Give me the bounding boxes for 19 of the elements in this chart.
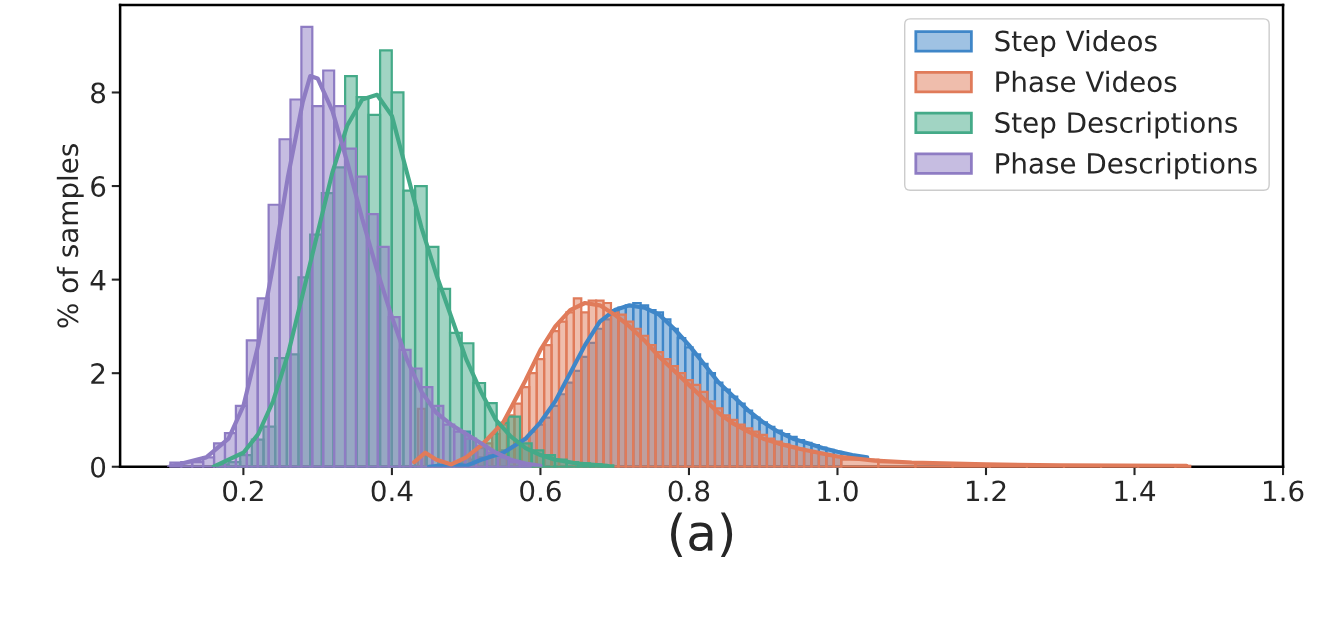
x-tick-label: 1.0 xyxy=(818,480,858,502)
legend-label: Phase Videos xyxy=(996,70,1177,93)
legend-label: Step Descriptions xyxy=(995,111,1237,139)
legend-label: Phase Descriptions xyxy=(996,152,1257,180)
x-tick-label: 0.6 xyxy=(520,480,561,502)
y-axis-title: % of samples xyxy=(56,144,84,328)
x-tick-label: 0.8 xyxy=(668,480,710,502)
y-tick-label: 4 xyxy=(90,269,106,291)
x-tick-label: 0.4 xyxy=(371,480,413,502)
legend-label: Step Videos xyxy=(995,29,1157,57)
x-tick-label: 1.2 xyxy=(966,480,1006,502)
x-axis-title: (a) xyxy=(671,512,733,557)
x-tick-label: 1.6 xyxy=(1264,480,1304,502)
y-tick-label: 6 xyxy=(91,175,106,197)
y-tick-label: 0 xyxy=(91,456,106,478)
x-tick-label: 1.4 xyxy=(1115,480,1156,502)
y-tick-label: 2 xyxy=(91,363,105,384)
x-tick-label: 0.2 xyxy=(223,480,263,502)
y-tick-label: 8 xyxy=(91,82,106,104)
